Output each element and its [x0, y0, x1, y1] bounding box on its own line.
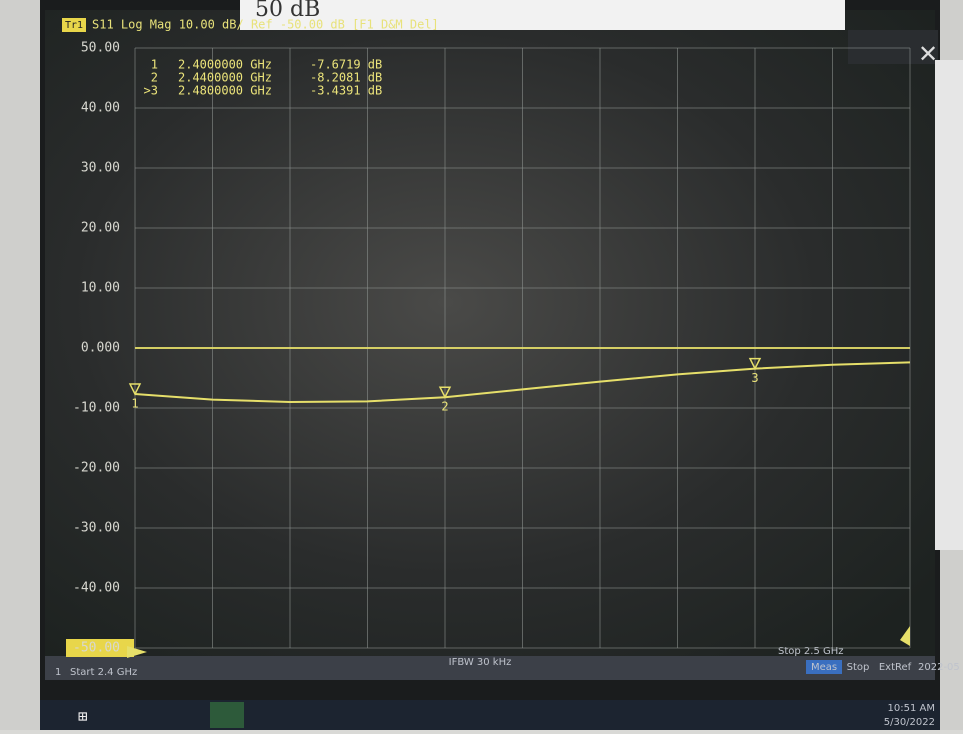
y-tick-label: -40.00	[73, 581, 120, 596]
trace-title: S11 Log Mag 10.00 dB/ Ref -50.00 dB [F1 …	[92, 18, 439, 32]
y-tick-label: 50.00	[81, 41, 120, 56]
app-icon[interactable]	[210, 702, 244, 728]
plot-window	[45, 10, 935, 660]
y-tick-label: -20.00	[73, 461, 120, 476]
ifbw: IFBW 30 kHz	[449, 657, 512, 668]
input-value: 50 dB	[255, 0, 320, 22]
badge: ExtRef	[879, 662, 912, 673]
y-tick-label: 0.000	[81, 341, 120, 356]
marker	[128, 383, 142, 396]
date-partial: 2022-05	[918, 662, 960, 673]
marker-label: >3	[144, 84, 158, 98]
clock-date: 5/30/2022	[884, 717, 935, 728]
clock-time: 10:51 AM	[888, 703, 935, 714]
y-tick-label: -10.00	[73, 401, 120, 416]
y-tick-label: -50.00	[73, 641, 120, 656]
marker-number: 2	[441, 400, 448, 414]
start-indicator	[127, 646, 147, 658]
trace-line	[134, 361, 911, 404]
start-freq: Start 2.4 GHz	[70, 667, 137, 678]
marker	[438, 386, 452, 399]
close-button[interactable]: ✕	[918, 40, 938, 68]
window-controls	[848, 30, 938, 64]
y-tick-label: 40.00	[81, 101, 120, 116]
active-tick-box	[66, 639, 134, 657]
badge: Stop	[847, 662, 870, 673]
right-panel	[935, 60, 963, 550]
meas-badge[interactable]	[806, 660, 842, 674]
badge: Meas	[811, 662, 837, 673]
marker-label: 1	[151, 58, 158, 72]
marker	[748, 357, 762, 371]
marker-freq: 2.4000000 GHz	[178, 58, 272, 72]
y-tick-label: 20.00	[81, 221, 120, 236]
input-box[interactable]	[240, 0, 845, 30]
marker-value: -8.2081 dB	[310, 71, 382, 85]
channel: 1	[55, 667, 61, 678]
marker-label: 2	[151, 71, 158, 85]
taskbar	[40, 700, 940, 730]
y-tick-label: 10.00	[81, 281, 120, 296]
trace-badge-box[interactable]	[62, 18, 86, 32]
marker-value: -7.6719 dB	[310, 58, 382, 72]
y-tick-label: 30.00	[81, 161, 120, 176]
y-tick-label: -30.00	[73, 521, 120, 536]
marker-number: 3	[751, 371, 758, 385]
marker-freq: 2.4400000 GHz	[178, 71, 272, 85]
marker-number: 1	[131, 397, 138, 411]
marker-value: -3.4391 dB	[310, 84, 382, 98]
stop-indicator	[900, 626, 910, 646]
status-bar	[45, 656, 935, 680]
marker-freq: 2.4800000 GHz	[178, 84, 272, 98]
stop-freq: Stop 2.5 GHz	[778, 646, 844, 657]
trace-badge: Tr1	[65, 20, 83, 31]
start-button[interactable]: ⊞	[78, 707, 88, 726]
